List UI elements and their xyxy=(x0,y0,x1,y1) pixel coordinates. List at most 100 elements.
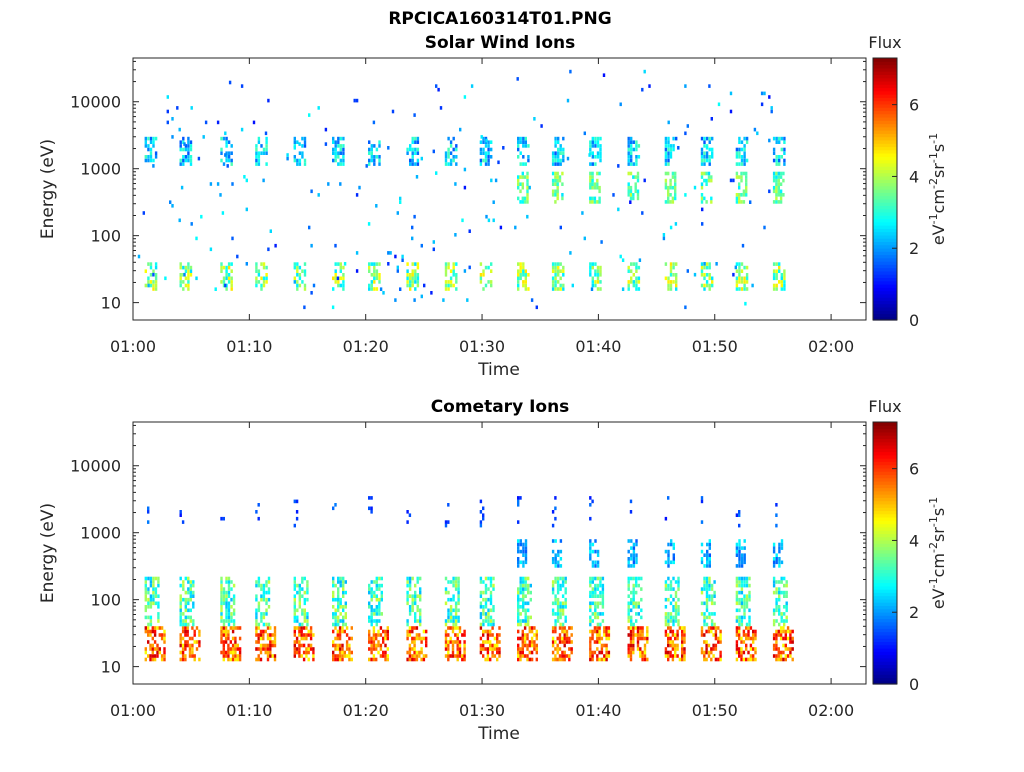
heatmap-cell xyxy=(596,633,599,637)
colorbar-segment xyxy=(873,126,897,131)
heatmap-cell xyxy=(189,615,192,620)
colorbar-segment xyxy=(873,598,897,603)
heatmap-cell xyxy=(785,580,788,584)
heatmap-cell xyxy=(559,622,562,627)
heatmap-cell xyxy=(187,597,190,602)
heatmap-cell xyxy=(257,605,261,609)
heatmap-cell xyxy=(632,175,635,179)
heatmap-cell xyxy=(408,594,412,598)
heatmap-cell xyxy=(144,657,147,662)
heatmap-cell xyxy=(303,612,306,616)
heatmap-cell xyxy=(370,287,373,291)
colorbar-segment xyxy=(873,474,897,479)
heatmap-cell xyxy=(563,640,566,644)
heatmap-cell xyxy=(707,626,711,630)
colorbar-segment xyxy=(873,657,897,662)
heatmap-cell xyxy=(298,647,301,651)
heatmap-cell xyxy=(447,151,450,155)
heatmap-cell xyxy=(260,615,263,620)
heatmap-cell xyxy=(745,189,748,194)
heatmap-cell xyxy=(517,587,520,591)
heatmap-cell xyxy=(559,144,562,148)
colorbar-segment xyxy=(873,589,897,593)
heatmap-cell xyxy=(753,127,757,132)
heatmap-cell xyxy=(785,601,788,606)
heatmap-cell xyxy=(630,136,633,141)
heatmap-cell xyxy=(703,276,706,281)
heatmap-cell xyxy=(598,657,601,662)
heatmap-cell xyxy=(522,576,525,581)
heatmap-cell xyxy=(303,283,307,288)
heatmap-cell xyxy=(627,633,630,637)
heatmap-cell xyxy=(635,155,638,159)
heatmap-cell xyxy=(735,597,739,602)
heatmap-cell xyxy=(182,280,185,284)
heatmap-cell xyxy=(561,605,565,609)
colorbar-segment xyxy=(873,484,897,489)
heatmap-cell xyxy=(783,276,786,281)
heatmap-cell xyxy=(152,590,155,595)
heatmap-cell xyxy=(783,590,786,595)
heatmap-cell xyxy=(526,200,529,204)
heatmap-cell xyxy=(355,193,359,197)
heatmap-cell xyxy=(519,650,522,655)
heatmap-cell xyxy=(449,151,453,155)
heatmap-cell xyxy=(594,576,597,581)
heatmap-cell xyxy=(227,657,230,662)
heatmap-cell xyxy=(639,650,642,655)
colorbar-segment xyxy=(873,572,897,577)
heatmap-cell xyxy=(430,291,433,295)
heatmap-cell xyxy=(452,583,455,588)
heatmap-cell xyxy=(184,147,188,152)
heatmap-cell xyxy=(484,158,488,163)
heatmap-cell xyxy=(337,140,340,144)
heatmap-cell xyxy=(486,640,490,644)
heatmap-cell xyxy=(559,576,562,581)
heatmap-cell xyxy=(257,657,260,662)
heatmap-cell xyxy=(738,513,741,517)
heatmap-cell xyxy=(705,280,709,284)
heatmap-cell xyxy=(293,640,296,644)
heatmap-cell xyxy=(589,196,592,201)
heatmap-cell xyxy=(713,580,716,584)
heatmap-cell xyxy=(229,626,232,630)
heatmap-cell xyxy=(557,147,560,152)
heatmap-cell xyxy=(530,650,534,655)
heatmap-cell xyxy=(558,175,562,179)
heatmap-cell xyxy=(636,193,640,197)
heatmap-cell xyxy=(338,654,342,658)
heatmap-cell xyxy=(700,629,704,634)
heatmap-cell xyxy=(220,605,223,609)
heatmap-cell xyxy=(149,583,153,588)
heatmap-cell xyxy=(596,287,600,291)
heatmap-cell xyxy=(293,587,296,591)
heatmap-cell xyxy=(517,657,520,662)
heatmap-cell xyxy=(589,539,592,543)
heatmap-cell xyxy=(701,222,704,226)
heatmap-cell xyxy=(632,560,636,565)
heatmap-cell xyxy=(348,657,351,662)
heatmap-cell xyxy=(535,647,538,651)
heatmap-cell xyxy=(300,626,303,630)
heatmap-cell xyxy=(735,549,739,554)
heatmap-cell xyxy=(296,615,299,620)
heatmap-cell xyxy=(255,276,258,281)
heatmap-cell xyxy=(413,113,416,117)
heatmap-cell xyxy=(455,147,458,152)
heatmap-cell xyxy=(772,608,776,613)
heatmap-cell xyxy=(745,597,749,602)
heatmap-cell xyxy=(225,140,228,144)
heatmap-cell xyxy=(752,633,755,637)
heatmap-cell xyxy=(187,280,190,284)
heatmap-cell xyxy=(596,155,600,159)
heatmap-cell xyxy=(517,276,520,281)
heatmap-cell xyxy=(599,144,602,148)
heatmap-cell xyxy=(772,189,776,194)
heatmap-cell xyxy=(255,640,258,644)
heatmap-cell xyxy=(154,576,158,581)
heatmap-cell xyxy=(677,605,680,609)
heatmap-cell xyxy=(526,654,529,658)
heatmap-cell xyxy=(708,276,711,281)
heatmap-cell xyxy=(557,553,560,557)
heatmap-cell xyxy=(589,162,592,166)
